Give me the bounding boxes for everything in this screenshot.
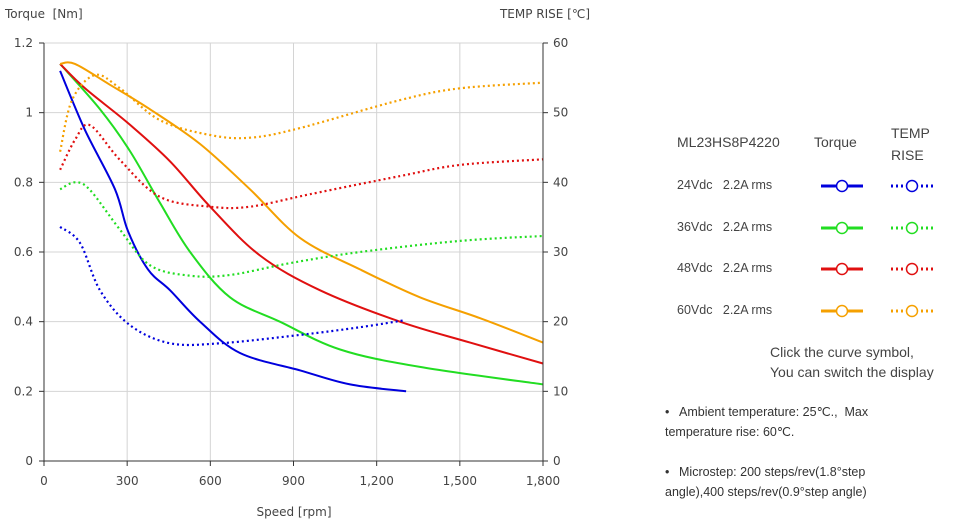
y-tick-label: 1: [25, 106, 33, 120]
series-line-temp-rise-4: [59, 225, 405, 347]
x-tick-label: 0: [40, 474, 48, 488]
series-line-torque-1: [59, 63, 544, 386]
x-tick-label: 1,200: [359, 474, 393, 488]
solid-line-circle-icon: [821, 262, 863, 276]
y2-tick-label: 0: [553, 454, 561, 468]
note-line-1: Microstep: 200 steps/rev(1.8°step: [679, 465, 866, 479]
legend-torque-symbol-toggle[interactable]: [820, 176, 864, 196]
y-tick-label: 1.2: [14, 36, 33, 50]
solid-line-circle-icon: [821, 304, 863, 317]
series-line-torque-2: [59, 63, 544, 365]
series-line-torque-0: [59, 70, 407, 393]
y2-tick-label: 20: [553, 315, 568, 329]
note-ambient-temperature: • Ambient temperature: 25℃., Max temperat…: [665, 402, 955, 442]
y-tick-label: 0: [25, 454, 33, 468]
legend-row: 60Vdc 2.2A rms: [670, 295, 955, 337]
solid-line-circle-icon: [821, 179, 863, 193]
legend-row-label: 36Vdc 2.2A rms: [677, 219, 773, 234]
y2-tick-label: 50: [553, 106, 568, 120]
bullet-icon: •: [665, 465, 670, 479]
legend-torque-symbol-toggle[interactable]: [820, 259, 864, 279]
y2-tick-label: 10: [553, 384, 568, 398]
note-line-2: temperature rise: 60℃.: [665, 425, 795, 439]
y-tick-label: 0.2: [14, 384, 33, 398]
series-layer: [59, 61, 544, 393]
x-tick-label: 300: [116, 474, 139, 488]
hint-line-2: You can switch the display: [770, 364, 934, 380]
legend: ML23HS8P4220 Torque TEMP RISE 24Vdc 2.2A …: [670, 118, 955, 336]
legend-temp-symbol-toggle[interactable]: [890, 176, 934, 196]
legend-temp-header: TEMP RISE: [891, 122, 951, 166]
series-line-torque-3: [59, 61, 544, 344]
note-line-2: angle),400 steps/rev(0.9°step angle): [665, 485, 867, 499]
legend-temp-header-line2: RISE: [891, 147, 924, 163]
legend-row: 36Vdc 2.2A rms: [670, 212, 955, 254]
y-tick-label: 0.6: [14, 245, 33, 259]
series-line-temp-rise-6: [59, 123, 544, 210]
x-tick-label: 1,800: [526, 474, 560, 488]
x-tick-label: 900: [282, 474, 305, 488]
x-tick-label: 600: [199, 474, 222, 488]
bullet-icon: •: [665, 405, 670, 419]
note-microstep: • Microstep: 200 steps/rev(1.8°step angle…: [665, 462, 955, 502]
y2-tick-label: 60: [553, 36, 568, 50]
legend-torque-symbol-toggle[interactable]: [820, 301, 864, 321]
legend-model-name: ML23HS8P4220: [677, 134, 780, 150]
legend-header: ML23HS8P4220 Torque TEMP RISE: [670, 118, 955, 170]
legend-rows: 24Vdc 2.2A rms 36Vdc 2.2A rms 48Vdc 2.2A r…: [670, 170, 955, 336]
x-axis-title: Speed [rpm]: [256, 505, 331, 519]
dotted-line-circle-icon: [891, 304, 933, 317]
legend-torque-header: Torque: [814, 134, 857, 150]
hint-text: Click the curve symbol, You can switch t…: [770, 342, 934, 382]
note-line-1: Ambient temperature: 25℃., Max: [679, 405, 869, 419]
legend-row-label: 48Vdc 2.2A rms: [677, 261, 773, 275]
dotted-line-circle-icon: [891, 221, 933, 234]
y-tick-label: 0.4: [14, 315, 33, 329]
dotted-line-circle-icon: [891, 262, 933, 276]
legend-row: 48Vdc 2.2A rms: [670, 253, 955, 295]
y2-tick-label: 40: [553, 175, 568, 189]
hint-line-1: Click the curve symbol,: [770, 344, 914, 360]
y-tick-label: 0.8: [14, 175, 33, 189]
legend-temp-symbol-toggle[interactable]: [890, 218, 934, 238]
legend-row: 24Vdc 2.2A rms: [670, 170, 955, 212]
legend-temp-symbol-toggle[interactable]: [890, 259, 934, 279]
x-tick-label: 1,500: [443, 474, 477, 488]
legend-row-label: 24Vdc 2.2A rms: [677, 178, 773, 192]
axes: 0 300 600 900 1,200 1,500 1,80000.20.40.60.811…: [14, 36, 568, 488]
legend-temp-symbol-toggle[interactable]: [890, 301, 934, 321]
dotted-line-circle-icon: [891, 179, 933, 193]
y-axis-title: Torque [Nm]: [4, 7, 83, 21]
grid: [44, 42, 544, 461]
legend-row-label: 60Vdc 2.2A rms: [677, 302, 773, 317]
series-line-temp-rise-7: [59, 73, 544, 152]
y2-tick-label: 30: [553, 245, 568, 259]
series-line-temp-rise-5: [59, 181, 544, 278]
solid-line-circle-icon: [821, 221, 863, 234]
legend-torque-symbol-toggle[interactable]: [820, 218, 864, 238]
y2-axis-title: TEMP RISE [℃]: [499, 7, 590, 21]
torque-temp-chart: 0 300 600 900 1,200 1,500 1,80000.20.40.60.811…: [4, 7, 590, 519]
legend-temp-header-line1: TEMP: [891, 125, 930, 141]
